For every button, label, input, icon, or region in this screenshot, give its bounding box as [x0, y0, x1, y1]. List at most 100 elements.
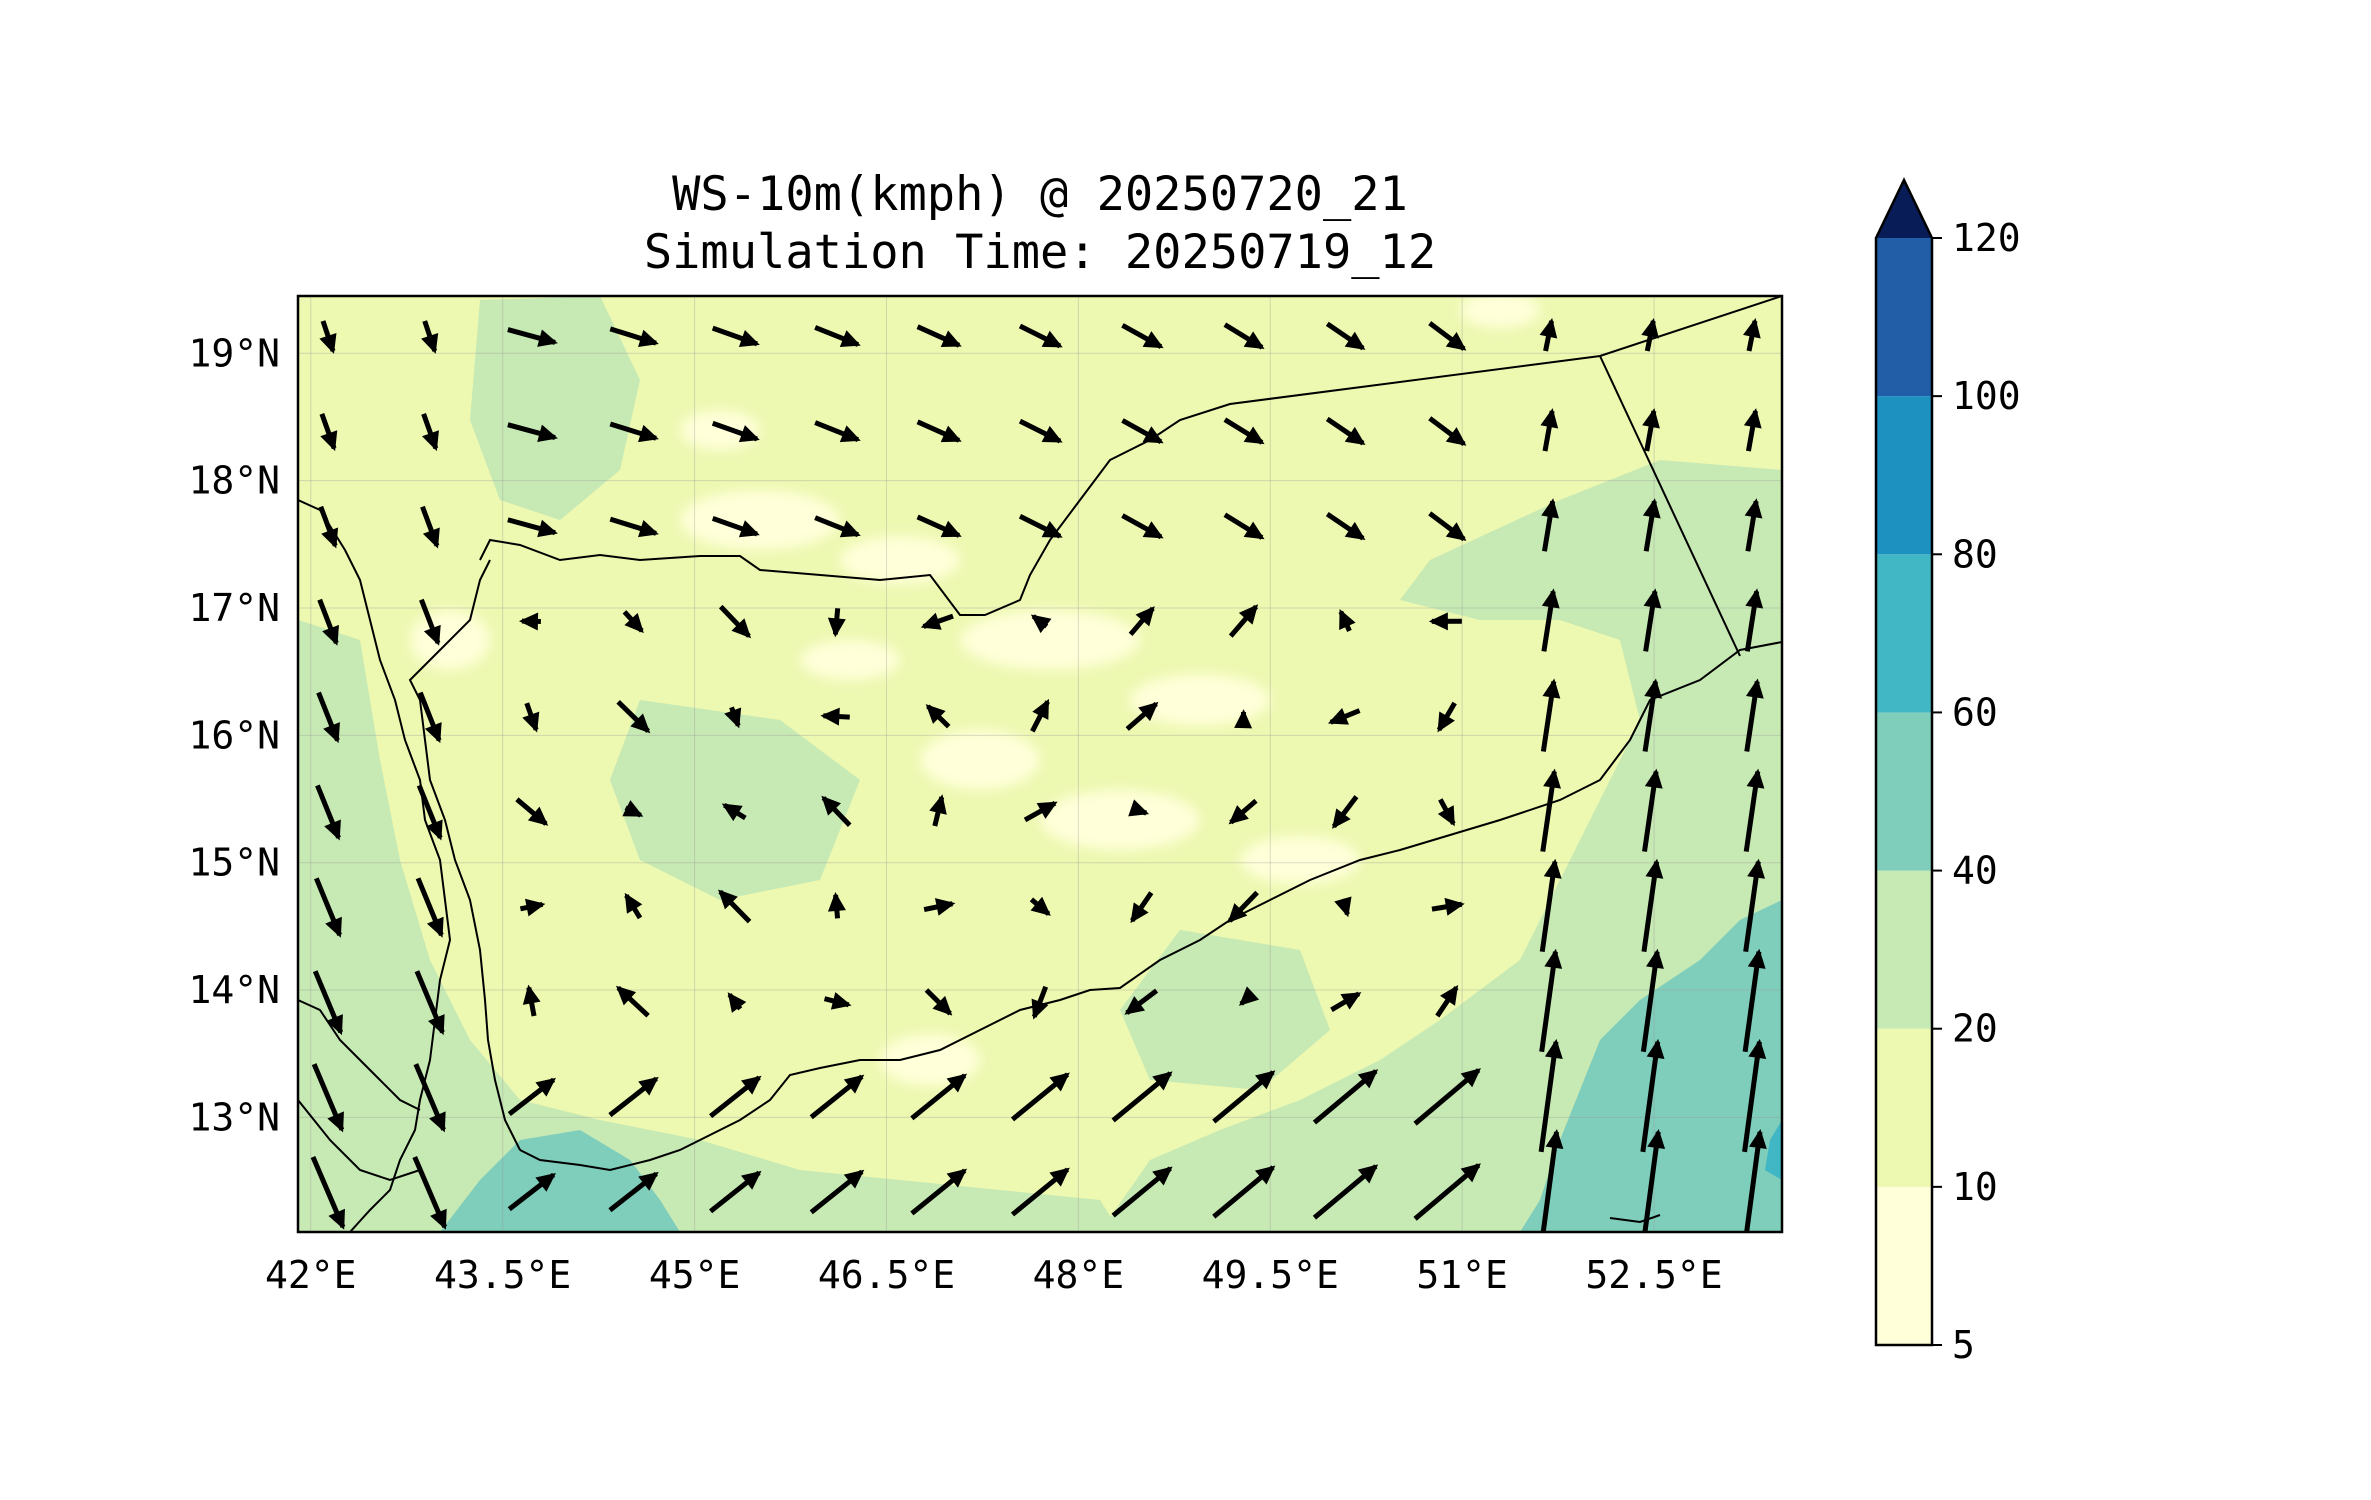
x-tick-label: 51°E: [1416, 1253, 1508, 1297]
wind-arrow: [1212, 1165, 1276, 1219]
coast-africa: [298, 499, 452, 1232]
wind-arrow: [1031, 985, 1049, 1020]
map-title-line2: Simulation Time: 20250719_12: [644, 225, 1436, 280]
wind-arrow: [1742, 1038, 1767, 1153]
wind-arrow: [519, 898, 546, 917]
wind-arrow: [724, 706, 742, 729]
wind-arrow: [1223, 512, 1265, 540]
wind-arrow: [1642, 1129, 1666, 1232]
wind-arrow: [1413, 1068, 1481, 1126]
wind-arrow: [823, 992, 852, 1010]
wind-arrow: [711, 516, 760, 538]
wind-arrow: [1431, 897, 1465, 916]
wind-arrow: [1641, 858, 1664, 953]
wind-arrow: [622, 800, 644, 818]
wind-arrow: [1029, 896, 1051, 916]
wind-arrow: [1744, 498, 1763, 552]
wind-arrow: [412, 1156, 448, 1230]
colorbar-label: 20: [1952, 1007, 1998, 1051]
wind-vectors: [310, 318, 1767, 1232]
coast-island-east: [1609, 1214, 1661, 1224]
wind-arrow: [507, 327, 558, 347]
wind-arrow: [1338, 608, 1356, 632]
wind-arrow: [1428, 612, 1462, 631]
map-title-line1: WS-10m(kmph) @ 20250720_21: [672, 167, 1408, 222]
wind-arrow: [1325, 416, 1366, 446]
wind-arrow: [319, 320, 337, 354]
wind-arrow: [416, 784, 443, 841]
wind-arrow: [721, 802, 747, 822]
y-tick-label: 13°N: [188, 1095, 280, 1139]
x-tick-label: 49.5°E: [1202, 1253, 1339, 1297]
wind-arrow: [1642, 768, 1663, 852]
wind-arrow: [1428, 416, 1467, 446]
colorbar-label: 120: [1952, 216, 2021, 260]
wind-arrow: [1212, 1070, 1276, 1124]
wind-arrow: [1128, 799, 1150, 817]
wind-arrow: [1030, 614, 1052, 634]
wind-arrow: [1312, 1069, 1379, 1125]
wind-arrow: [1121, 513, 1164, 540]
wind-arrow: [421, 413, 439, 452]
wind-arrow: [814, 325, 861, 347]
wind-arrow: [1018, 418, 1063, 444]
wind-arrow: [709, 1075, 762, 1119]
wind-arrow: [419, 598, 441, 646]
border-eritrea-ethiopia: [298, 1099, 421, 1182]
colorbar-label: 5: [1952, 1323, 1975, 1367]
wind-arrow: [923, 898, 956, 916]
wind-arrow: [310, 1156, 346, 1230]
wind-arrow: [718, 604, 752, 639]
wind-arrow: [1228, 798, 1258, 825]
wind-arrow: [1238, 986, 1260, 1006]
colorbar-segment: [1876, 554, 1932, 713]
shade-60-80-edge: [1765, 1120, 1782, 1180]
wind-arrow: [1227, 890, 1259, 923]
y-tick-label: 17°N: [188, 586, 280, 630]
colorbar-label: 40: [1952, 849, 1998, 893]
wind-arrow: [415, 877, 444, 938]
wind-arrow: [622, 610, 644, 634]
wind-arrow: [1744, 588, 1764, 652]
wind-arrow: [924, 988, 953, 1016]
wind-arrow: [1642, 498, 1661, 552]
wind-arrow: [609, 516, 659, 538]
wind-arrow: [1228, 604, 1259, 638]
wind-arrow: [827, 891, 846, 919]
wind-arrow: [910, 1073, 968, 1121]
coast-africa-south: [298, 999, 421, 1111]
wind-arrow: [1743, 408, 1762, 452]
shade-40-60-southwest: [440, 1130, 680, 1232]
wind-arrow: [1111, 1166, 1173, 1218]
x-tick-label: 45°E: [649, 1253, 741, 1297]
colorbar-segment: [1876, 238, 1932, 397]
wind-arrow: [1541, 588, 1560, 652]
wind-arrow: [1539, 858, 1562, 953]
wind-arrow: [1111, 1071, 1173, 1123]
wind-arrow: [1327, 707, 1361, 725]
wind-arrow: [711, 420, 760, 443]
wind-arrow: [1640, 1038, 1665, 1153]
wind-arrow: [315, 784, 341, 841]
wind-arrow: [1121, 418, 1164, 445]
wind-arrow: [1436, 701, 1457, 733]
wind-arrow: [417, 691, 442, 744]
map-frame: [296, 294, 1784, 1234]
wind-arrow: [916, 514, 962, 538]
wind-arrow: [311, 1063, 345, 1133]
colorbar-outline: [1874, 177, 1934, 1347]
wind-arrow: [916, 324, 962, 348]
colorbar-label: 100: [1952, 374, 2021, 418]
y-tick-label: 15°N: [188, 841, 280, 885]
wind-arrow: [929, 794, 947, 827]
wind-arrow: [814, 515, 861, 538]
wind-arrow: [616, 985, 650, 1018]
wind-arrow: [1744, 678, 1764, 752]
wind-arrow: [814, 420, 861, 443]
wind-arrow: [608, 1171, 659, 1213]
y-tick-label: 18°N: [188, 459, 280, 503]
wind-arrow: [1124, 988, 1159, 1015]
wind-arrow: [413, 1063, 446, 1133]
wind-arrow: [1744, 1129, 1767, 1232]
